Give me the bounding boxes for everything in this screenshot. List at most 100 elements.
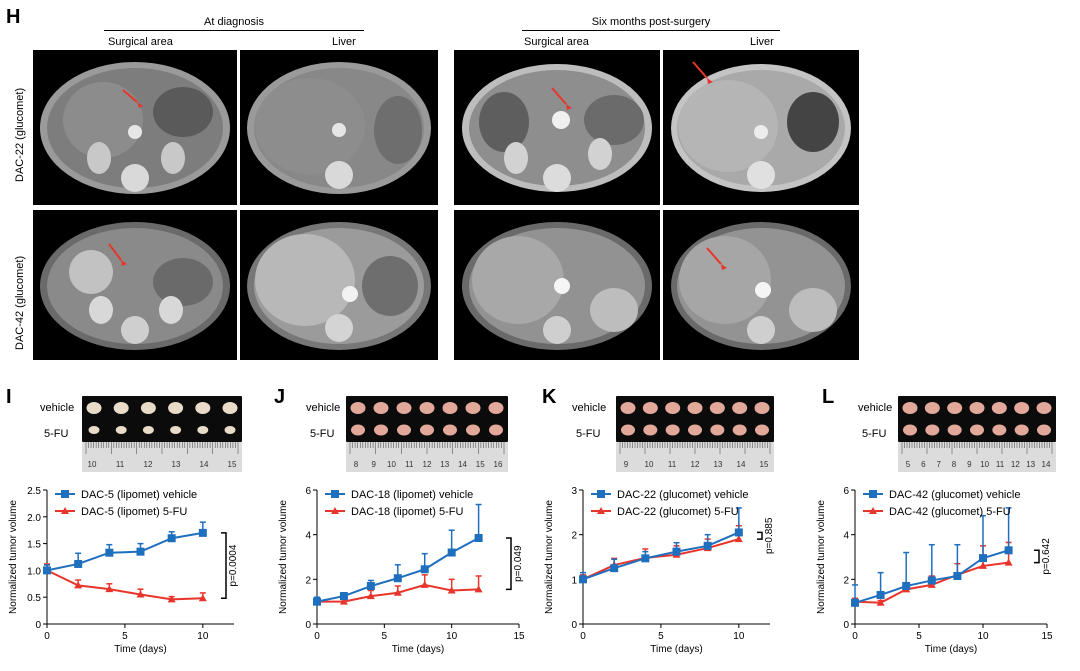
data-point [74,559,83,568]
ct-scan-dac22-post-surgical [454,50,660,205]
ct-image [462,64,652,192]
ruler-label: 11 [116,460,125,469]
y-tick-label: 1 [571,575,577,586]
y-tick-label: 0 [571,620,577,631]
chart-k: 0 1 2 3 0 5 10 Time (days) Normalized tumor volu… [544,486,775,655]
data-point [366,592,375,600]
row-label-dac42: DAC-42 (glucomet) [14,255,26,350]
mri-image [671,222,851,350]
data-point [167,534,176,543]
col-label-surgical-2: Surgical area [524,36,589,48]
tumor-sample [732,402,748,414]
legend-marker [61,490,69,498]
ruler-label: 9 [624,460,629,469]
tumor-sample [488,402,504,414]
data-point [1004,558,1013,566]
mri-scan-dac42-diagnosis-surgical [33,210,237,360]
row-label-dac22: DAC-22 (glucomet) [14,87,26,182]
panel-letter-h: H [6,6,21,28]
header-rule-left [104,30,364,31]
ruler-label: 11 [668,460,677,469]
significance-bracket [757,531,763,540]
y-tick-label: 2 [571,531,577,542]
ruler-label: 15 [476,460,485,469]
significance-bracket [506,537,512,591]
photo-label-5fu: 5-FU [576,428,601,440]
ct-scan-dac22-diagnosis-liver [240,50,438,205]
panel-letter-i: I [6,386,12,408]
data-point [420,580,429,588]
data-point [979,554,987,563]
legend-label: DAC-42 (glucomet) vehicle [889,489,1020,501]
ruler-label: 10 [88,460,97,469]
tumor-sample [224,426,236,434]
ruler-label: 6 [921,460,926,469]
y-tick-label: 2.0 [27,513,41,524]
x-axis-label: Time (days) [925,644,977,655]
ruler-label: 11 [996,460,1005,469]
tumor-sample [925,424,940,436]
ruler-label: 9 [372,460,377,469]
tumor-sample [969,402,985,414]
tumor-sample [465,402,481,414]
chart-i: 0 0.5 1.0 1.5 2.0 2.5 0 5 10 Time (days) Normalize… [8,486,239,655]
ruler-label: 13 [172,460,181,469]
photo-label-vehicle: vehicle [306,402,341,414]
y-tick-label: 0 [35,620,41,631]
tumor-sample [665,424,680,436]
significance-bracket [221,532,227,600]
tumor-sample [947,424,962,436]
chart-j: 0 2 4 6 0 5 10 15 Time (days) Normalized tumor vo… [278,486,525,655]
data-point [474,585,483,593]
ruler-label: 16 [494,460,503,469]
series-line [582,538,740,581]
data-point [393,588,402,596]
mri-scan-dac42-post-surgical [454,210,660,360]
tumor-sample [195,402,211,414]
ruler-label: 12 [144,460,153,469]
header-six-months: Six months post-surgery [591,16,711,28]
tumor-sample [374,424,388,436]
series-line [46,569,203,601]
y-tick-label: 0 [843,620,849,631]
y-tick-label: 1.5 [27,540,41,551]
y-tick-label: 0 [305,620,311,631]
y-tick-label: 6 [843,486,849,497]
ruler-label: 12 [423,460,432,469]
data-point [851,598,859,607]
data-point [641,554,650,563]
tumor-photo-samples [902,402,1052,436]
tumor-sample [1014,424,1029,436]
legend-marker [869,490,877,498]
y-axis-label: Normalized tumor volume [8,500,19,614]
data-point [105,585,114,593]
ruler-label: 12 [1011,460,1020,469]
tumor-sample [687,402,703,414]
data-point [902,582,911,591]
ruler-label: 14 [200,460,209,469]
x-tick-label: 5 [916,631,922,642]
data-point [447,548,456,557]
data-point [953,571,962,580]
y-axis-label: Normalized tumor volume [278,500,289,614]
ruler-label: 9 [967,460,972,469]
tumor-sample [489,424,503,436]
ruler-label: 14 [1042,460,1051,469]
legend-label: DAC-5 (lipomet) vehicle [81,489,197,501]
series-line [582,531,740,581]
data-point [703,541,712,550]
data-point [313,597,321,606]
tumor-sample [754,402,770,414]
data-point [734,528,743,537]
ruler-label: 13 [1026,460,1035,469]
tumor-sample [397,424,411,436]
tumor-sample [86,402,102,414]
tumor-sample [732,424,747,436]
photo-label-5fu: 5-FU [310,428,335,440]
data-point [339,592,348,601]
data-point [198,594,207,602]
tumor-sample [924,402,940,414]
tumor-photo-samples [620,402,770,436]
tumor-sample [420,424,434,436]
ruler-label: 14 [458,460,467,469]
